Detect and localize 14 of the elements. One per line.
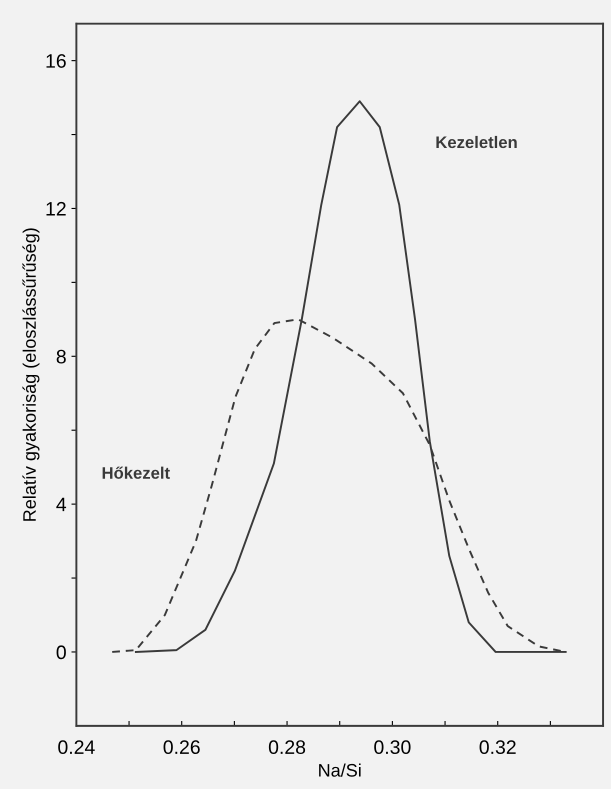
- text: Hőkezelt: [102, 466, 170, 479]
- x-tick-label: 0.32: [480, 740, 516, 754]
- y-tick-label: 8: [56, 350, 66, 364]
- y-tick-label: 16: [46, 54, 66, 68]
- y-tick-label: 4: [56, 498, 66, 512]
- y-axis-title: Relatív gyakoriság (eloszlássűrűség): [22, 228, 40, 521]
- text: Kezeletlen: [436, 136, 517, 148]
- y-tick-label: 0: [56, 645, 66, 660]
- x-axis-title: Na/Si: [319, 763, 361, 777]
- y-tick-label: 12: [46, 202, 66, 216]
- x-tick-label: 0.26: [164, 740, 200, 754]
- x-tick-label: 0.24: [58, 740, 95, 754]
- x-tick-label: 0.28: [268, 740, 306, 754]
- x-tick-label: 0.30: [374, 740, 411, 754]
